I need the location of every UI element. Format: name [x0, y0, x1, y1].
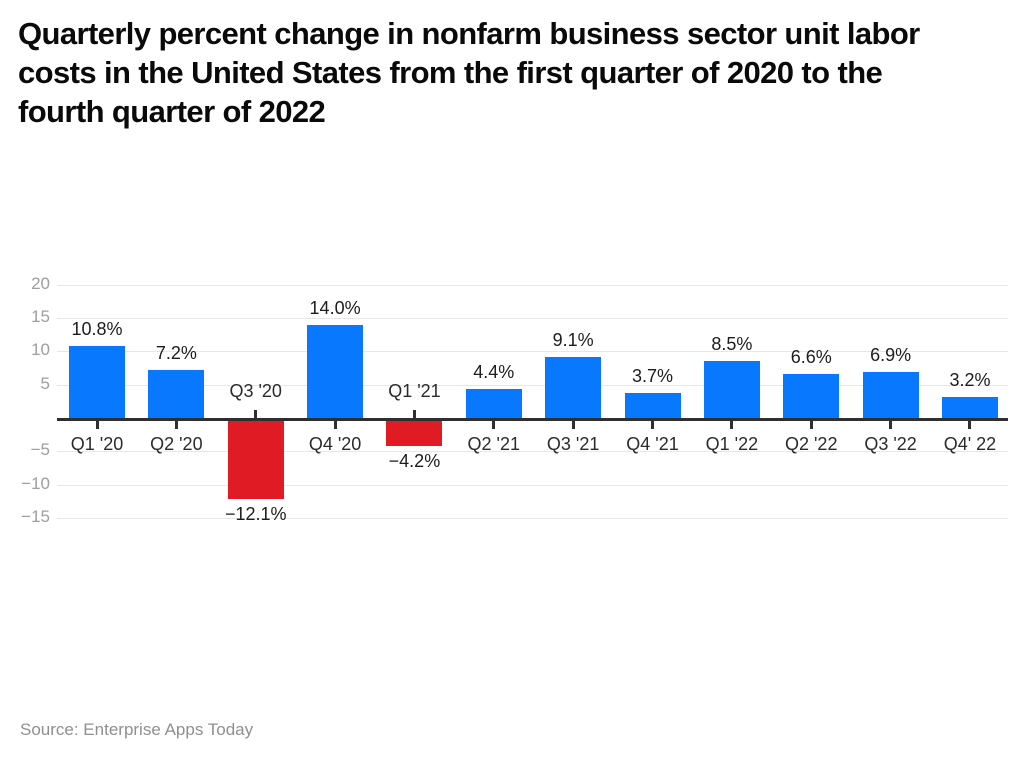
x-axis-category-label: Q4 '20	[308, 434, 362, 454]
bar-q4-21	[624, 393, 681, 418]
x-axis-tick-mark	[254, 410, 258, 418]
bar-q3-22	[862, 371, 919, 418]
x-axis-tick-mark	[968, 421, 972, 429]
bar-value-label: 8.5%	[711, 334, 753, 355]
chart-title-line-2: costs in the United States from the firs…	[18, 55, 883, 90]
bar-q3-21	[545, 357, 602, 418]
x-axis-category-label: Q1 '21	[388, 381, 441, 401]
chart-title-line-3: fourth quarter of 2022	[18, 94, 326, 129]
bar-q4-22	[941, 396, 998, 418]
x-axis-zero-line	[57, 418, 1008, 421]
x-axis-tick-mark	[412, 410, 416, 418]
x-axis-category-label: Q3 '20	[229, 381, 282, 401]
x-axis-category-label: Q2 '20	[150, 434, 203, 454]
gridline--10	[57, 484, 1008, 486]
bar-value-label: 7.2%	[155, 342, 197, 363]
gridline-10	[57, 351, 1008, 353]
y-axis-tick-label: −5	[30, 440, 50, 460]
bar-value-label: 3.7%	[632, 366, 674, 387]
gridline-20	[57, 284, 1008, 286]
x-axis-tick-mark	[651, 421, 655, 429]
bar-value-label: −4.2%	[388, 451, 441, 471]
x-axis-tick-mark	[174, 421, 178, 429]
y-axis-tick-label: 20	[31, 273, 50, 293]
bar-value-label: 14.0%	[309, 297, 361, 318]
x-axis-tick-mark	[889, 421, 893, 429]
y-axis-tick-label: 15	[31, 306, 50, 326]
bar-q2-22	[783, 373, 840, 418]
chart-title-line-1: Quarterly percent change in nonfarm busi…	[18, 16, 920, 51]
bar-value-label: 6.9%	[870, 344, 912, 365]
chart-title: Quarterly percent change in nonfarm busi…	[18, 14, 920, 131]
x-axis-category-label: Q1 '22	[705, 434, 759, 454]
bar-q1-21	[386, 421, 443, 446]
gridline--15	[57, 518, 1008, 519]
bar-value-label: −12.1%	[224, 503, 287, 524]
y-axis-tick-label: −15	[21, 507, 50, 526]
x-axis-tick-mark	[95, 421, 99, 429]
gridline-5	[57, 384, 1008, 386]
x-axis-category-label: Q2 '22	[784, 434, 838, 454]
bar-value-label: 3.2%	[949, 369, 991, 390]
bar-q2-20	[148, 369, 205, 418]
x-axis-tick-mark	[809, 421, 813, 429]
gridline--5	[57, 451, 1008, 453]
bar-q1-22	[703, 361, 760, 418]
x-axis-category-label: Q1 '20	[70, 434, 124, 454]
x-axis-tick-mark	[730, 421, 734, 429]
bar-value-label: 4.4%	[473, 361, 515, 382]
bar-q4-20	[307, 324, 364, 418]
x-axis-category-label: Q2 '21	[467, 434, 521, 454]
bar-q3-20	[227, 421, 284, 499]
x-axis-tick-mark	[571, 421, 575, 429]
y-axis-tick-label: −10	[21, 473, 50, 493]
source-note: Source: Enterprise Apps Today	[20, 720, 254, 739]
x-axis-category-label: Q4 '21	[626, 434, 679, 454]
bar-value-label: 6.6%	[790, 346, 832, 367]
y-axis-tick-label: 10	[31, 340, 50, 360]
x-axis-tick-mark	[492, 421, 496, 429]
y-axis-tick-label: 5	[40, 373, 50, 393]
x-axis-category-label: Q3 '21	[546, 434, 600, 454]
gridline-15	[57, 317, 1008, 319]
bar-value-label: 10.8%	[71, 318, 123, 339]
x-axis-category-label: Q4' 22	[943, 434, 997, 454]
x-axis-category-label: Q3 '22	[864, 434, 917, 454]
bar-q2-21	[465, 388, 522, 418]
bar-value-label: 9.1%	[552, 330, 594, 351]
bar-q1-20	[69, 345, 125, 418]
x-axis-tick-mark	[333, 421, 337, 429]
